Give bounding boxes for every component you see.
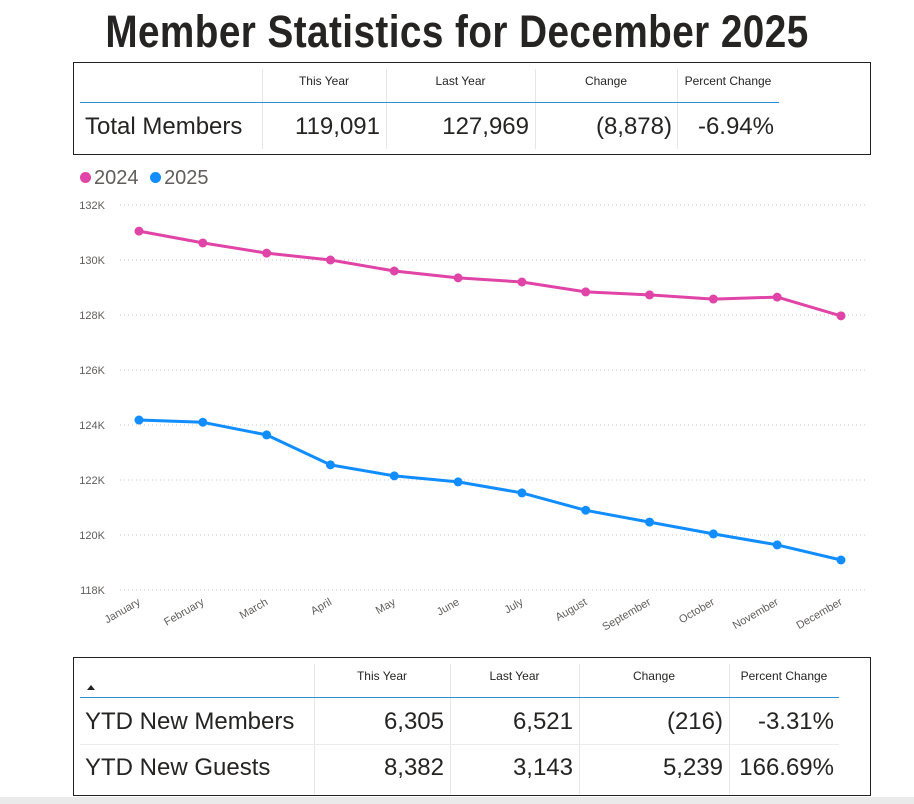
column-divider xyxy=(677,69,678,149)
column-divider xyxy=(386,69,387,149)
legend-label-2024: 2024 xyxy=(94,167,139,189)
row-label-ytd-new-guests: YTD New Guests xyxy=(85,754,271,781)
column-header-change[interactable]: Change xyxy=(584,74,628,88)
total-members-last-year: 127,969 xyxy=(442,113,529,140)
column-header-percent-change[interactable]: Percent Change xyxy=(684,74,772,88)
ytd-table: This Year Last Year Change Percent Chang… xyxy=(73,657,871,796)
line-chart: 118K 120K 122K 124K 126K 128K 130K 132K January… xyxy=(79,200,865,634)
data-point-2024-may[interactable] xyxy=(389,266,399,276)
column-divider xyxy=(535,69,536,149)
data-point-2024-february[interactable] xyxy=(198,238,208,248)
y-tick-label: 118K xyxy=(80,585,106,597)
column-header-this-year[interactable]: This Year xyxy=(356,669,408,683)
column-divider xyxy=(729,664,730,794)
summary-table: This Year Last Year Change Percent Chang… xyxy=(73,62,871,155)
data-point-2025-july[interactable] xyxy=(517,488,527,498)
legend-item-2025[interactable]: 2025 xyxy=(150,167,209,189)
x-tick-label: November xyxy=(731,596,781,632)
chart-legend: 2024 2025 xyxy=(80,167,215,190)
column-header-percent-change[interactable]: Percent Change xyxy=(740,669,828,683)
ytd-new-members-percent-change: -3.31% xyxy=(757,708,834,735)
data-point-2024-april[interactable] xyxy=(325,255,335,265)
data-point-2025-january[interactable] xyxy=(134,415,144,425)
legend-label-2025: 2025 xyxy=(164,167,209,189)
y-tick-label: 126K xyxy=(79,365,105,377)
total-members-this-year: 119,091 xyxy=(295,113,380,140)
data-point-2025-may[interactable] xyxy=(389,471,399,481)
y-tick-label: 124K xyxy=(79,420,105,432)
data-point-2024-march[interactable] xyxy=(262,248,272,258)
data-point-2024-november[interactable] xyxy=(772,292,782,302)
x-tick-label: August xyxy=(554,596,590,624)
data-point-2025-august[interactable] xyxy=(581,505,591,515)
y-tick-label: 122K xyxy=(79,475,105,487)
data-point-2024-december[interactable] xyxy=(836,311,846,321)
ytd-new-guests-this-year: 8,382 xyxy=(383,754,444,781)
data-point-2024-july[interactable] xyxy=(517,277,527,287)
column-header-this-year[interactable]: This Year xyxy=(298,74,350,88)
y-tick-label: 120K xyxy=(79,530,105,542)
x-tick-label: April xyxy=(309,596,334,617)
data-point-2025-september[interactable] xyxy=(645,517,655,527)
column-divider xyxy=(314,664,315,794)
ytd-new-guests-change: 5,239 xyxy=(662,754,723,781)
x-tick-label: February xyxy=(162,596,207,629)
data-point-2024-june[interactable] xyxy=(453,273,463,283)
data-point-2025-november[interactable] xyxy=(772,540,782,550)
column-divider xyxy=(262,69,263,149)
data-point-2025-december[interactable] xyxy=(836,555,846,565)
x-tick-label: January xyxy=(103,596,143,626)
data-point-2024-september[interactable] xyxy=(645,290,655,300)
header-underline xyxy=(80,102,779,103)
x-tick-label: March xyxy=(238,596,270,622)
row-divider xyxy=(80,744,839,745)
legend-dot-2025-icon xyxy=(150,172,162,183)
data-point-2024-january[interactable] xyxy=(134,226,144,236)
column-divider xyxy=(450,664,451,794)
y-tick-label: 128K xyxy=(79,310,105,322)
column-header-change[interactable]: Change xyxy=(632,669,676,683)
page-footer-strip xyxy=(0,797,914,804)
x-tick-label: October xyxy=(677,596,717,626)
y-tick-label: 132K xyxy=(79,200,105,212)
sort-ascending-icon[interactable] xyxy=(87,685,95,690)
page-title: Member Statistics for December 2025 xyxy=(105,6,809,57)
series-line-2024 xyxy=(138,229,842,318)
total-members-change: (8,878) xyxy=(595,113,672,140)
x-tick-label: June xyxy=(435,596,462,618)
column-header-last-year[interactable]: Last Year xyxy=(435,74,486,88)
row-label-total-members: Total Members xyxy=(85,113,243,140)
data-point-2025-october[interactable] xyxy=(708,529,718,539)
row-label-ytd-new-members: YTD New Members xyxy=(85,708,295,735)
ytd-new-members-last-year: 6,521 xyxy=(512,708,573,735)
data-point-2025-march[interactable] xyxy=(262,430,272,440)
column-header-last-year[interactable]: Last Year xyxy=(489,669,540,683)
data-point-2025-april[interactable] xyxy=(325,460,335,470)
x-tick-label: July xyxy=(502,596,525,616)
column-divider xyxy=(579,664,580,794)
y-tick-label: 130K xyxy=(79,255,105,267)
x-tick-label: September xyxy=(600,596,653,633)
total-members-percent-change: -6.94% xyxy=(697,113,774,140)
legend-item-2024[interactable]: 2024 xyxy=(80,167,139,189)
series-line-2025 xyxy=(138,418,842,562)
data-point-2024-october[interactable] xyxy=(708,294,718,304)
header-underline xyxy=(80,697,839,698)
ytd-new-guests-percent-change: 166.69% xyxy=(739,754,834,781)
data-point-2024-august[interactable] xyxy=(581,287,591,297)
x-tick-label: May xyxy=(374,596,398,617)
data-point-2025-june[interactable] xyxy=(453,477,463,487)
ytd-new-guests-last-year: 3,143 xyxy=(512,754,573,781)
x-tick-label: December xyxy=(795,596,845,632)
ytd-new-members-change: (216) xyxy=(666,708,723,735)
data-point-2025-february[interactable] xyxy=(198,417,208,427)
legend-dot-2024-icon xyxy=(80,172,91,183)
ytd-new-members-this-year: 6,305 xyxy=(383,708,444,735)
